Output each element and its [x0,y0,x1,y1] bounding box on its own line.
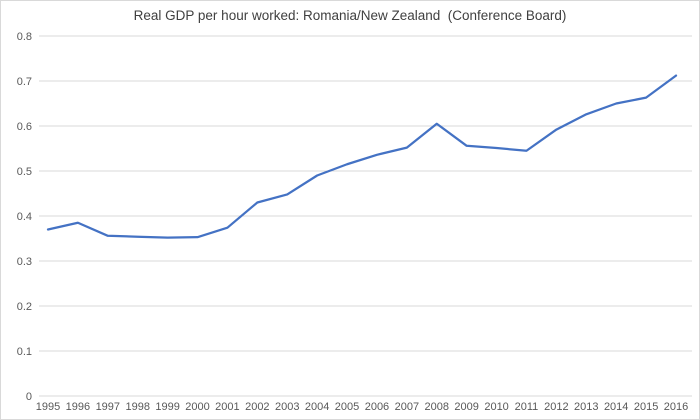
y-tick-label: 0.6 [17,121,32,133]
x-tick-label: 2005 [335,401,359,413]
x-tick-label: 2004 [305,401,329,413]
y-tick-label: 0.4 [17,211,32,223]
x-tick-label: 2001 [215,401,239,413]
x-tick-label: 2007 [395,401,419,413]
y-tick-label: 0 [26,391,32,403]
x-tick-label: 1999 [155,401,179,413]
y-tick-label: 0.3 [17,256,32,268]
x-tick-label: 2014 [604,401,628,413]
x-tick-label: 2003 [275,401,299,413]
y-tick-label: 0.1 [17,346,32,358]
x-tick-label: 2013 [574,401,598,413]
x-tick-label: 2015 [634,401,658,413]
x-tick-label: 2008 [425,401,449,413]
y-tick-label: 0.8 [17,31,32,43]
data-series-line [46,74,678,239]
x-tick-label: 1997 [96,401,120,413]
chart-title: Real GDP per hour worked: Romania/New Ze… [133,8,567,23]
x-tick-label: 2011 [515,401,539,413]
x-tick-label: 2010 [484,401,508,413]
x-tick-label: 2006 [365,401,389,413]
x-tick-label: 2009 [454,401,478,413]
y-tick-label: 0.5 [17,166,32,178]
x-tick-label: 2002 [245,401,269,413]
x-tick-label: 2000 [185,401,209,413]
y-tick-label: 0.2 [17,301,32,313]
x-tick-label: 1995 [36,401,60,413]
x-tick-label: 1998 [125,401,149,413]
y-tick-label: 0.7 [17,76,32,88]
x-tick-label: 2016 [664,401,688,413]
x-tick-label: 1996 [66,401,90,413]
x-tick-label: 2012 [544,401,568,413]
